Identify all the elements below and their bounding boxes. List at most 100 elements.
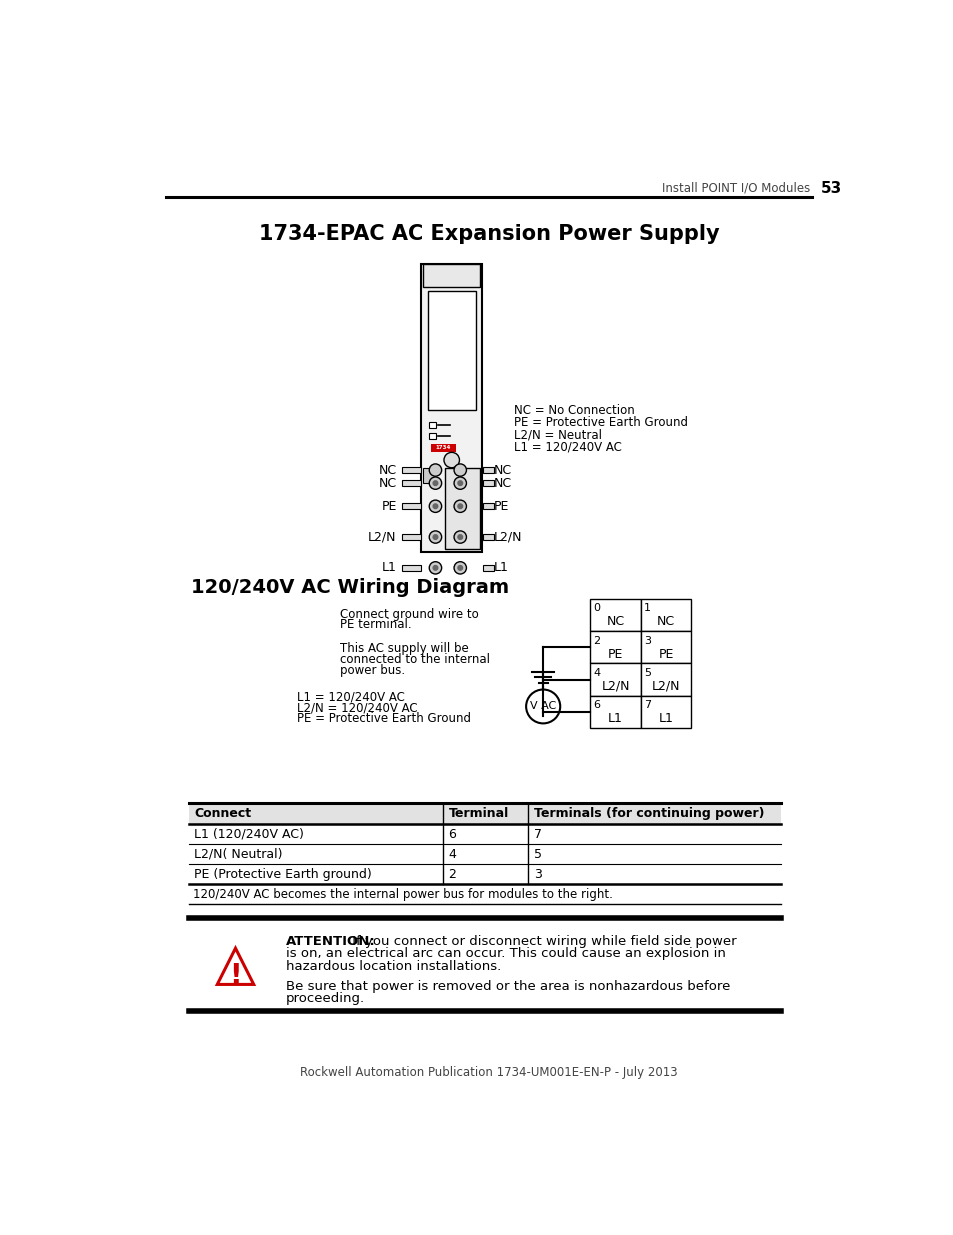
- Text: PE = Protective Earth Ground: PE = Protective Earth Ground: [514, 416, 688, 429]
- Text: 1: 1: [643, 603, 650, 614]
- Bar: [482, 534, 493, 540]
- Text: L1: L1: [381, 562, 396, 574]
- Text: proceeding.: proceeding.: [286, 992, 365, 1005]
- Text: 6: 6: [448, 827, 456, 841]
- Circle shape: [457, 504, 462, 509]
- Bar: [402, 503, 421, 509]
- Circle shape: [457, 566, 462, 571]
- Text: connected to the internal: connected to the internal: [340, 653, 490, 666]
- Text: hazardous location installations.: hazardous location installations.: [286, 960, 500, 973]
- Text: 7: 7: [534, 827, 541, 841]
- Bar: [421, 264, 481, 552]
- Bar: [422, 264, 480, 287]
- Text: L1: L1: [493, 562, 508, 574]
- Circle shape: [443, 452, 459, 468]
- Circle shape: [454, 562, 466, 574]
- Circle shape: [454, 500, 466, 513]
- Bar: [402, 480, 421, 487]
- Circle shape: [433, 504, 437, 509]
- Text: Connect: Connect: [194, 806, 252, 820]
- Text: L2/N = 120/240V AC: L2/N = 120/240V AC: [297, 701, 417, 715]
- Bar: [189, 803, 781, 824]
- Bar: [402, 564, 421, 571]
- Text: PE terminal.: PE terminal.: [340, 619, 412, 631]
- Text: L1 = 120/240V AC: L1 = 120/240V AC: [514, 441, 621, 453]
- Text: 120/240V AC Wiring Diagram: 120/240V AC Wiring Diagram: [191, 578, 508, 597]
- Text: L2/N: L2/N: [493, 531, 521, 543]
- Text: If you connect or disconnect wiring while field side power: If you connect or disconnect wiring whil…: [348, 935, 736, 948]
- Text: PE: PE: [493, 500, 508, 513]
- Bar: [402, 534, 421, 540]
- Circle shape: [429, 500, 441, 513]
- Text: Terminal: Terminal: [448, 806, 508, 820]
- Text: 53: 53: [820, 180, 841, 195]
- Text: 7: 7: [643, 700, 650, 710]
- Bar: [429, 421, 436, 427]
- Text: 1734-EPAC AC Expansion Power Supply: 1734-EPAC AC Expansion Power Supply: [258, 225, 719, 245]
- Text: This AC supply will be: This AC supply will be: [340, 642, 468, 656]
- Bar: [444, 468, 480, 548]
- Bar: [590, 631, 640, 663]
- Circle shape: [454, 464, 466, 477]
- Text: PE: PE: [607, 647, 622, 661]
- Bar: [482, 564, 493, 571]
- Circle shape: [457, 480, 462, 485]
- Bar: [431, 443, 456, 452]
- Text: 4: 4: [448, 847, 456, 861]
- Text: L1 (120/240V AC): L1 (120/240V AC): [194, 827, 304, 841]
- Text: Install POINT I/O Modules: Install POINT I/O Modules: [661, 182, 809, 195]
- Text: L1: L1: [658, 713, 673, 725]
- Text: NC = No Connection: NC = No Connection: [514, 404, 635, 416]
- Circle shape: [429, 477, 441, 489]
- Text: 2: 2: [593, 636, 600, 646]
- Circle shape: [433, 566, 437, 571]
- Text: Rockwell Automation Publication 1734-UM001E-EN-P - July 2013: Rockwell Automation Publication 1734-UM0…: [300, 1066, 677, 1078]
- Circle shape: [433, 480, 437, 485]
- Bar: [640, 695, 691, 727]
- Text: L2/N: L2/N: [368, 531, 396, 543]
- Circle shape: [429, 464, 441, 477]
- Bar: [640, 631, 691, 663]
- Text: power bus.: power bus.: [340, 663, 405, 677]
- Bar: [640, 599, 691, 631]
- Circle shape: [454, 531, 466, 543]
- Text: 120/240V AC becomes the internal power bus for modules to the right.: 120/240V AC becomes the internal power b…: [193, 888, 612, 900]
- Text: Connect ground wire to: Connect ground wire to: [340, 608, 478, 620]
- Bar: [427, 290, 476, 410]
- Text: NC: NC: [657, 615, 675, 629]
- Text: 3: 3: [534, 868, 541, 881]
- Text: 4: 4: [593, 668, 600, 678]
- Circle shape: [429, 562, 441, 574]
- Text: is on, an electrical arc can occur. This could cause an explosion in: is on, an electrical arc can occur. This…: [286, 947, 725, 961]
- Circle shape: [525, 689, 559, 724]
- Bar: [482, 503, 493, 509]
- Text: PE: PE: [381, 500, 396, 513]
- Text: 0: 0: [593, 603, 600, 614]
- Bar: [590, 695, 640, 727]
- Text: 6: 6: [593, 700, 600, 710]
- Text: !: !: [229, 962, 241, 990]
- Bar: [640, 663, 691, 695]
- Text: L2/N = Neutral: L2/N = Neutral: [514, 429, 602, 441]
- Bar: [429, 433, 436, 440]
- Text: NC: NC: [378, 463, 396, 477]
- Bar: [482, 467, 493, 473]
- Text: L2/N: L2/N: [600, 680, 629, 693]
- Text: PE = Protective Earth Ground: PE = Protective Earth Ground: [297, 713, 471, 725]
- Text: 1734: 1734: [436, 446, 451, 451]
- Circle shape: [429, 531, 441, 543]
- Text: 5: 5: [643, 668, 650, 678]
- Bar: [402, 467, 421, 473]
- Text: 5: 5: [534, 847, 541, 861]
- Text: NC: NC: [378, 477, 396, 489]
- Text: Be sure that power is removed or the area is nonhazardous before: Be sure that power is removed or the are…: [286, 979, 729, 993]
- Text: PE: PE: [658, 647, 673, 661]
- Text: NC: NC: [606, 615, 624, 629]
- Circle shape: [433, 535, 437, 540]
- Text: Terminals (for continuing power): Terminals (for continuing power): [534, 806, 763, 820]
- Bar: [482, 480, 493, 487]
- Text: L1 = 120/240V AC: L1 = 120/240V AC: [297, 690, 405, 704]
- Text: L2/N: L2/N: [651, 680, 679, 693]
- Text: V AC: V AC: [530, 701, 556, 711]
- Text: PE (Protective Earth ground): PE (Protective Earth ground): [194, 868, 372, 881]
